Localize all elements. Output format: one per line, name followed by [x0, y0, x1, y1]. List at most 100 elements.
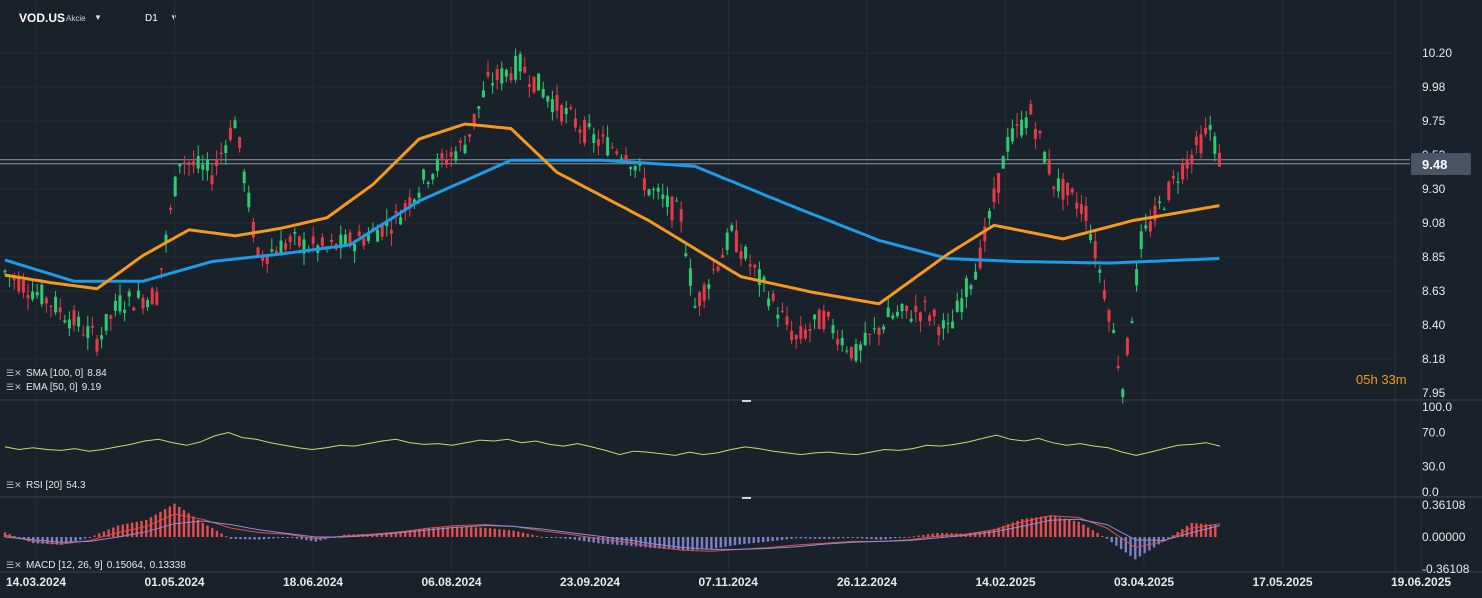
- macd-hist-bar-pos: [422, 528, 426, 537]
- symbol-dropdown-icon[interactable]: ▼: [94, 13, 102, 22]
- candle-countdown: 05h 33m: [1356, 372, 1407, 387]
- candle-up: [629, 166, 633, 170]
- settings-close-icon[interactable]: ☰✕: [6, 368, 22, 378]
- candle-up: [987, 210, 991, 219]
- candle-up: [113, 300, 117, 311]
- candle-down: [486, 71, 490, 77]
- rsi-legend[interactable]: ☰✕ RSI [20] 54.3: [6, 480, 90, 491]
- candle-up: [1135, 269, 1139, 286]
- macd-hist-bar-pos: [1072, 520, 1076, 537]
- macd-hist-bar-pos: [211, 528, 214, 537]
- x-tick-label: 07.11.2024: [699, 575, 759, 589]
- candle-down: [1061, 178, 1065, 200]
- candle-down: [1181, 163, 1185, 180]
- settings-close-icon[interactable]: ☰✕: [6, 382, 22, 392]
- candle-up: [302, 239, 306, 254]
- candle-down: [408, 197, 412, 209]
- candle-down: [560, 105, 564, 122]
- pane-resize-handle[interactable]: [742, 497, 751, 499]
- macd-hist-bar-pos: [997, 527, 1000, 537]
- candle-down: [624, 155, 628, 161]
- macd-hist-bar-neg: [1119, 537, 1123, 550]
- macd-hist-bar-pos: [380, 533, 383, 537]
- macd-hist-bar-pos: [107, 529, 110, 537]
- candle-up: [1020, 119, 1024, 136]
- settings-close-icon[interactable]: ☰✕: [6, 560, 22, 570]
- macd-hist-bar-pos: [1039, 516, 1043, 537]
- timeframe-label[interactable]: D1: [145, 13, 158, 24]
- candle-down: [440, 153, 444, 159]
- macd-hist-bar-neg: [79, 537, 82, 540]
- candle-down: [1116, 365, 1120, 368]
- macd-hist-bar-pos: [446, 527, 449, 537]
- macd-hist-bar-pos: [917, 535, 920, 537]
- candle-down: [734, 230, 738, 252]
- macd-hist-bar-pos: [432, 527, 435, 537]
- macd-hist-bar-pos: [521, 532, 525, 537]
- macd-hist-bar-neg: [267, 537, 270, 539]
- macd-hist-bar-neg: [1162, 537, 1165, 542]
- candle-down: [169, 207, 173, 210]
- sma-legend[interactable]: ☰✕ SMA [100, 0] 8.84: [6, 368, 111, 379]
- candle-up: [725, 232, 729, 250]
- candle-down: [288, 236, 292, 243]
- candle-down: [610, 146, 614, 148]
- pane-resize-handle[interactable]: [742, 400, 751, 402]
- macd-hist-bar-pos: [973, 532, 977, 537]
- ema-legend-value: 9.19: [81, 382, 102, 393]
- candle-up: [730, 225, 734, 231]
- macd-hist-bar-pos: [159, 511, 162, 537]
- x-tick-label: 19.06.2025: [1391, 575, 1451, 589]
- candle-up: [886, 307, 890, 318]
- candle-down: [81, 334, 85, 336]
- candle-down: [219, 152, 223, 155]
- candle-down: [716, 266, 720, 271]
- candle-down: [928, 315, 932, 321]
- candle-down: [573, 118, 577, 128]
- candle-up: [964, 278, 968, 297]
- candle-up: [859, 344, 863, 351]
- candle-down: [1047, 160, 1051, 175]
- candle-up: [969, 285, 973, 289]
- macd-hist-bar-pos: [1195, 523, 1198, 537]
- candle-down: [822, 310, 826, 329]
- candle-up: [136, 290, 140, 298]
- candle-up: [872, 328, 876, 330]
- rsi-y-tick-label: 100.0: [1422, 400, 1452, 414]
- macd-hist-bar-pos: [1006, 524, 1010, 537]
- candle-down: [799, 326, 803, 339]
- candle-up: [684, 253, 688, 257]
- candle-down: [251, 221, 255, 238]
- candle-up: [118, 295, 122, 312]
- candle-down: [803, 329, 807, 339]
- candle-down: [1167, 181, 1171, 200]
- x-tick-label: 14.03.2024: [6, 575, 66, 589]
- candle-up: [840, 337, 844, 346]
- macd-hist-bar-neg: [865, 537, 869, 539]
- candle-up: [656, 187, 660, 192]
- macd-hist-bar-pos: [135, 521, 139, 537]
- macd-y-tick-label: 0.00000: [1422, 530, 1466, 544]
- settings-close-icon[interactable]: ☰✕: [6, 480, 22, 490]
- rsi-y-tick-label: 0.0: [1422, 485, 1439, 499]
- candle-down: [868, 333, 872, 335]
- current-price-value: 9.48: [1422, 157, 1448, 172]
- symbol-label[interactable]: VOD.US: [19, 11, 66, 25]
- macd-legend[interactable]: ☰✕ MACD [12, 26, 9] 0.15064, 0.13338: [6, 560, 190, 571]
- candle-down: [228, 127, 232, 140]
- candle-down: [256, 247, 260, 256]
- macd-hist-bar-pos: [215, 530, 219, 537]
- macd-hist-bar-pos: [1086, 527, 1090, 537]
- rsi-y-tick-label: 70.0: [1422, 426, 1446, 440]
- candle-up: [546, 96, 550, 102]
- macd-hist-bar-pos: [1190, 522, 1193, 537]
- candle-up: [891, 315, 895, 319]
- candle-down: [49, 305, 53, 307]
- macd-hist-bar-neg: [663, 537, 666, 549]
- candle-down: [1190, 154, 1194, 165]
- timeframe-dropdown-icon[interactable]: ▼: [170, 13, 178, 22]
- macd-hist-bar-neg: [738, 537, 741, 545]
- ema-legend[interactable]: ☰✕ EMA [50, 0] 9.19: [6, 382, 105, 393]
- candle-up: [293, 232, 297, 234]
